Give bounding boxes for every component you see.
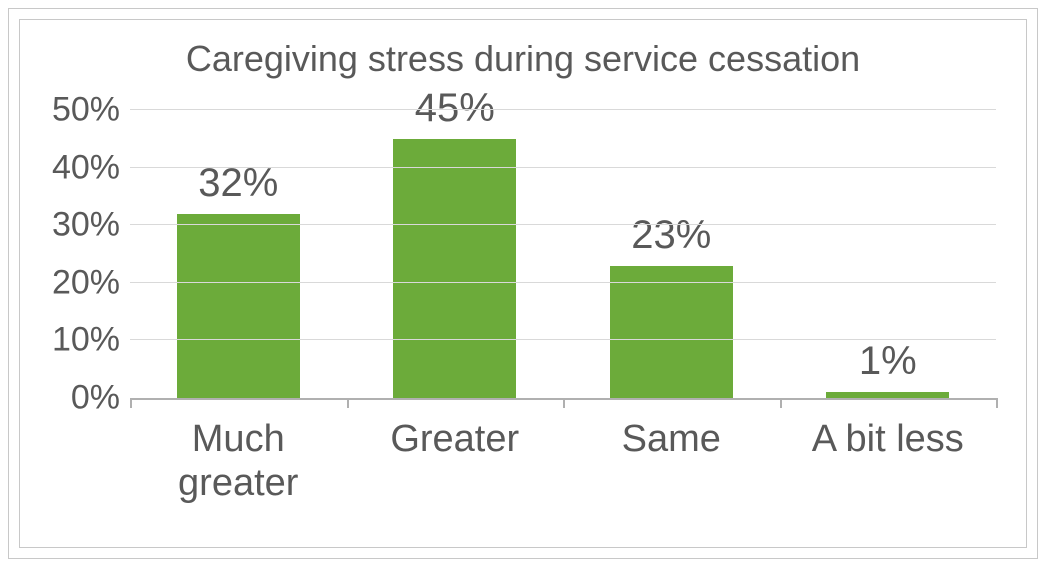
x-category-label: A bit less: [780, 418, 997, 505]
y-tick-label: 30%: [35, 206, 130, 245]
x-category-label: Greater: [347, 418, 564, 505]
x-tick-mark: [347, 398, 349, 408]
bar: 23%: [610, 266, 733, 398]
x-category-label: Much greater: [130, 418, 347, 505]
y-tick-label: 50%: [35, 91, 130, 130]
gridline: [130, 167, 996, 168]
x-category-label: Same: [563, 418, 780, 505]
bar: 1%: [826, 392, 949, 398]
bar-value-label: 23%: [610, 213, 733, 258]
bar-slot: 1%: [780, 110, 997, 398]
plot-area-wrap: 32%45%23%1% 0%10%20%30%40%50%: [130, 110, 996, 400]
x-tick-mark: [563, 398, 565, 408]
bar-value-label: 1%: [826, 339, 949, 384]
y-tick-label: 10%: [35, 321, 130, 360]
gridline: [130, 224, 996, 225]
bars-row: 32% 45% 23% 1%: [130, 110, 996, 398]
chart-outer-border: Caregiving stress during service cessati…: [8, 8, 1038, 559]
x-axis-labels: Much greaterGreaterSameA bit less: [130, 418, 996, 505]
x-tick-mark: [996, 398, 998, 408]
x-tick-mark: [780, 398, 782, 408]
y-tick-label: 20%: [35, 263, 130, 302]
chart-title: Caregiving stress during service cessati…: [20, 38, 1026, 80]
x-tick-mark: [130, 398, 132, 408]
bar-slot: 45%: [347, 110, 564, 398]
chart-container: Caregiving stress during service cessati…: [19, 19, 1027, 548]
y-tick-label: 0%: [35, 379, 130, 418]
plot-area: 32%45%23%1% 0%10%20%30%40%50%: [130, 110, 996, 400]
gridline: [130, 282, 996, 283]
bar: 32%: [177, 214, 300, 398]
gridline: [130, 339, 996, 340]
bar-slot: 23%: [563, 110, 780, 398]
bar-slot: 32%: [130, 110, 347, 398]
gridline: [130, 109, 996, 110]
y-tick-label: 40%: [35, 148, 130, 187]
bar: 45%: [393, 139, 516, 398]
